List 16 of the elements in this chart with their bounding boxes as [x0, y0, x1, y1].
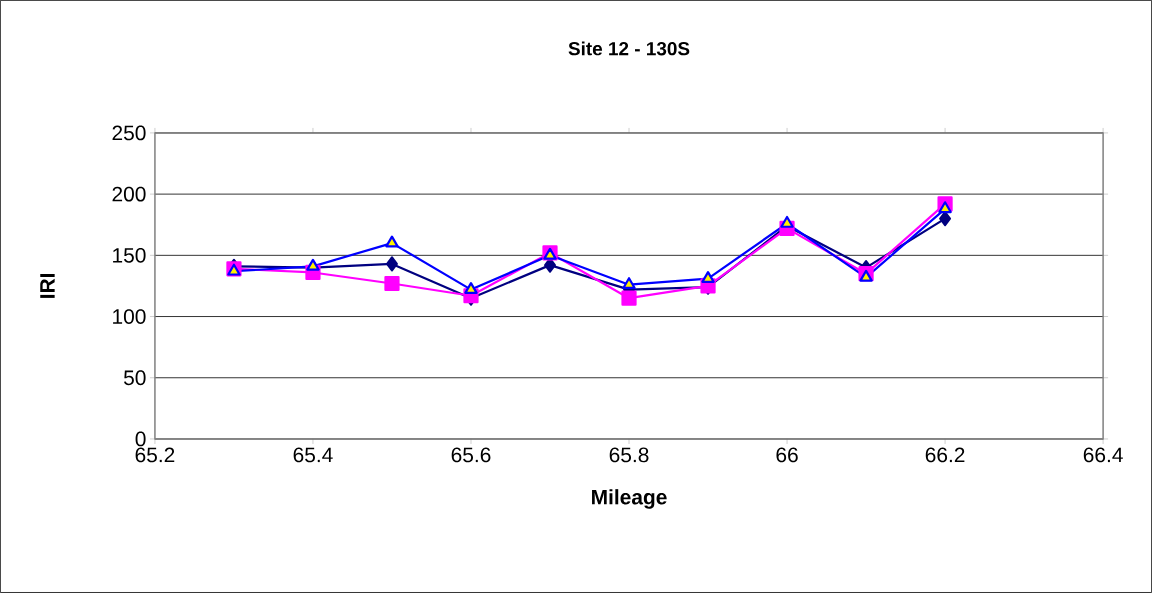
x-tick-label: 65.2 [135, 447, 175, 463]
y-tick-label: 0 [135, 431, 146, 447]
y-tick-label: 50 [123, 370, 146, 386]
y-tick-label: 150 [113, 247, 146, 263]
x-tick-label: 65.6 [451, 447, 491, 463]
y-axis-title: IRI [40, 274, 55, 298]
x-tick-label: 65.4 [293, 447, 333, 463]
x-tick-label: 65.8 [609, 447, 649, 463]
x-tick-label: 66 [776, 447, 798, 463]
x-tick-label: 66.4 [1083, 447, 1123, 463]
chart-title: Site 12 - 130S [568, 41, 690, 56]
x-tick-label: 66.2 [925, 447, 965, 463]
y-tick-label: 250 [112, 125, 146, 141]
x-axis-title: Mileage [592, 489, 667, 509]
y-tick-label: 100 [113, 309, 146, 324]
y-tick-label: 200 [112, 186, 146, 202]
